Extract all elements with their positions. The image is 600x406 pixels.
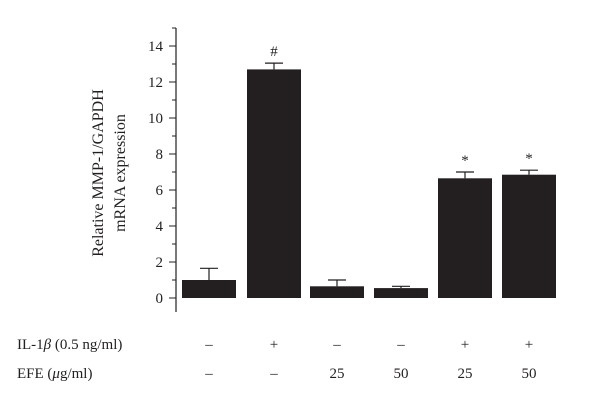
- y-tick-label: 8: [156, 147, 164, 163]
- y-tick-label: 6: [156, 183, 164, 199]
- y-tick-label: 14: [148, 39, 164, 55]
- condition-value: –: [204, 337, 213, 353]
- condition-value: –: [269, 366, 278, 382]
- condition-value: 50: [394, 366, 409, 382]
- significance-mark: *: [461, 153, 469, 169]
- y-axis-title-line: Relative MMP-1/GAPDH: [90, 89, 107, 257]
- significance-mark: #: [270, 44, 278, 60]
- condition-value: 50: [522, 366, 537, 382]
- significance-mark: *: [525, 151, 533, 167]
- bar: [374, 288, 428, 298]
- condition-value: +: [525, 337, 533, 353]
- y-axis-title: Relative MMP-1/GAPDH mRNA expression: [90, 89, 129, 257]
- y-tick-label: 0: [156, 291, 164, 307]
- bar: [182, 280, 236, 298]
- bar: [438, 178, 492, 298]
- condition-value: 25: [330, 366, 345, 382]
- y-tick-label: 12: [148, 75, 163, 91]
- bar: [310, 286, 364, 298]
- condition-table: IL-1β (0.5 ng/ml) – + – – + + EFE (μg/ml) – – 25 50…: [17, 337, 537, 382]
- condition-value: –: [204, 366, 213, 382]
- y-axis-title-line: mRNA expression: [112, 114, 129, 232]
- condition-value: –: [396, 337, 405, 353]
- bar: [502, 174, 556, 298]
- y-tick-label: 10: [148, 111, 163, 127]
- condition-value: –: [332, 337, 341, 353]
- y-tick-label: 4: [156, 219, 164, 235]
- condition-value: +: [461, 337, 469, 353]
- condition-row-label: IL-1β (0.5 ng/ml): [17, 337, 122, 353]
- y-tick-label: 2: [156, 255, 164, 271]
- bars: # * *: [182, 44, 556, 299]
- bar: [247, 69, 301, 299]
- y-axis: 0 2 4 6 8 10 12 14: [148, 27, 177, 312]
- condition-value: +: [270, 337, 278, 353]
- condition-value: 25: [458, 366, 473, 382]
- condition-row-label: EFE (μg/ml): [17, 366, 92, 382]
